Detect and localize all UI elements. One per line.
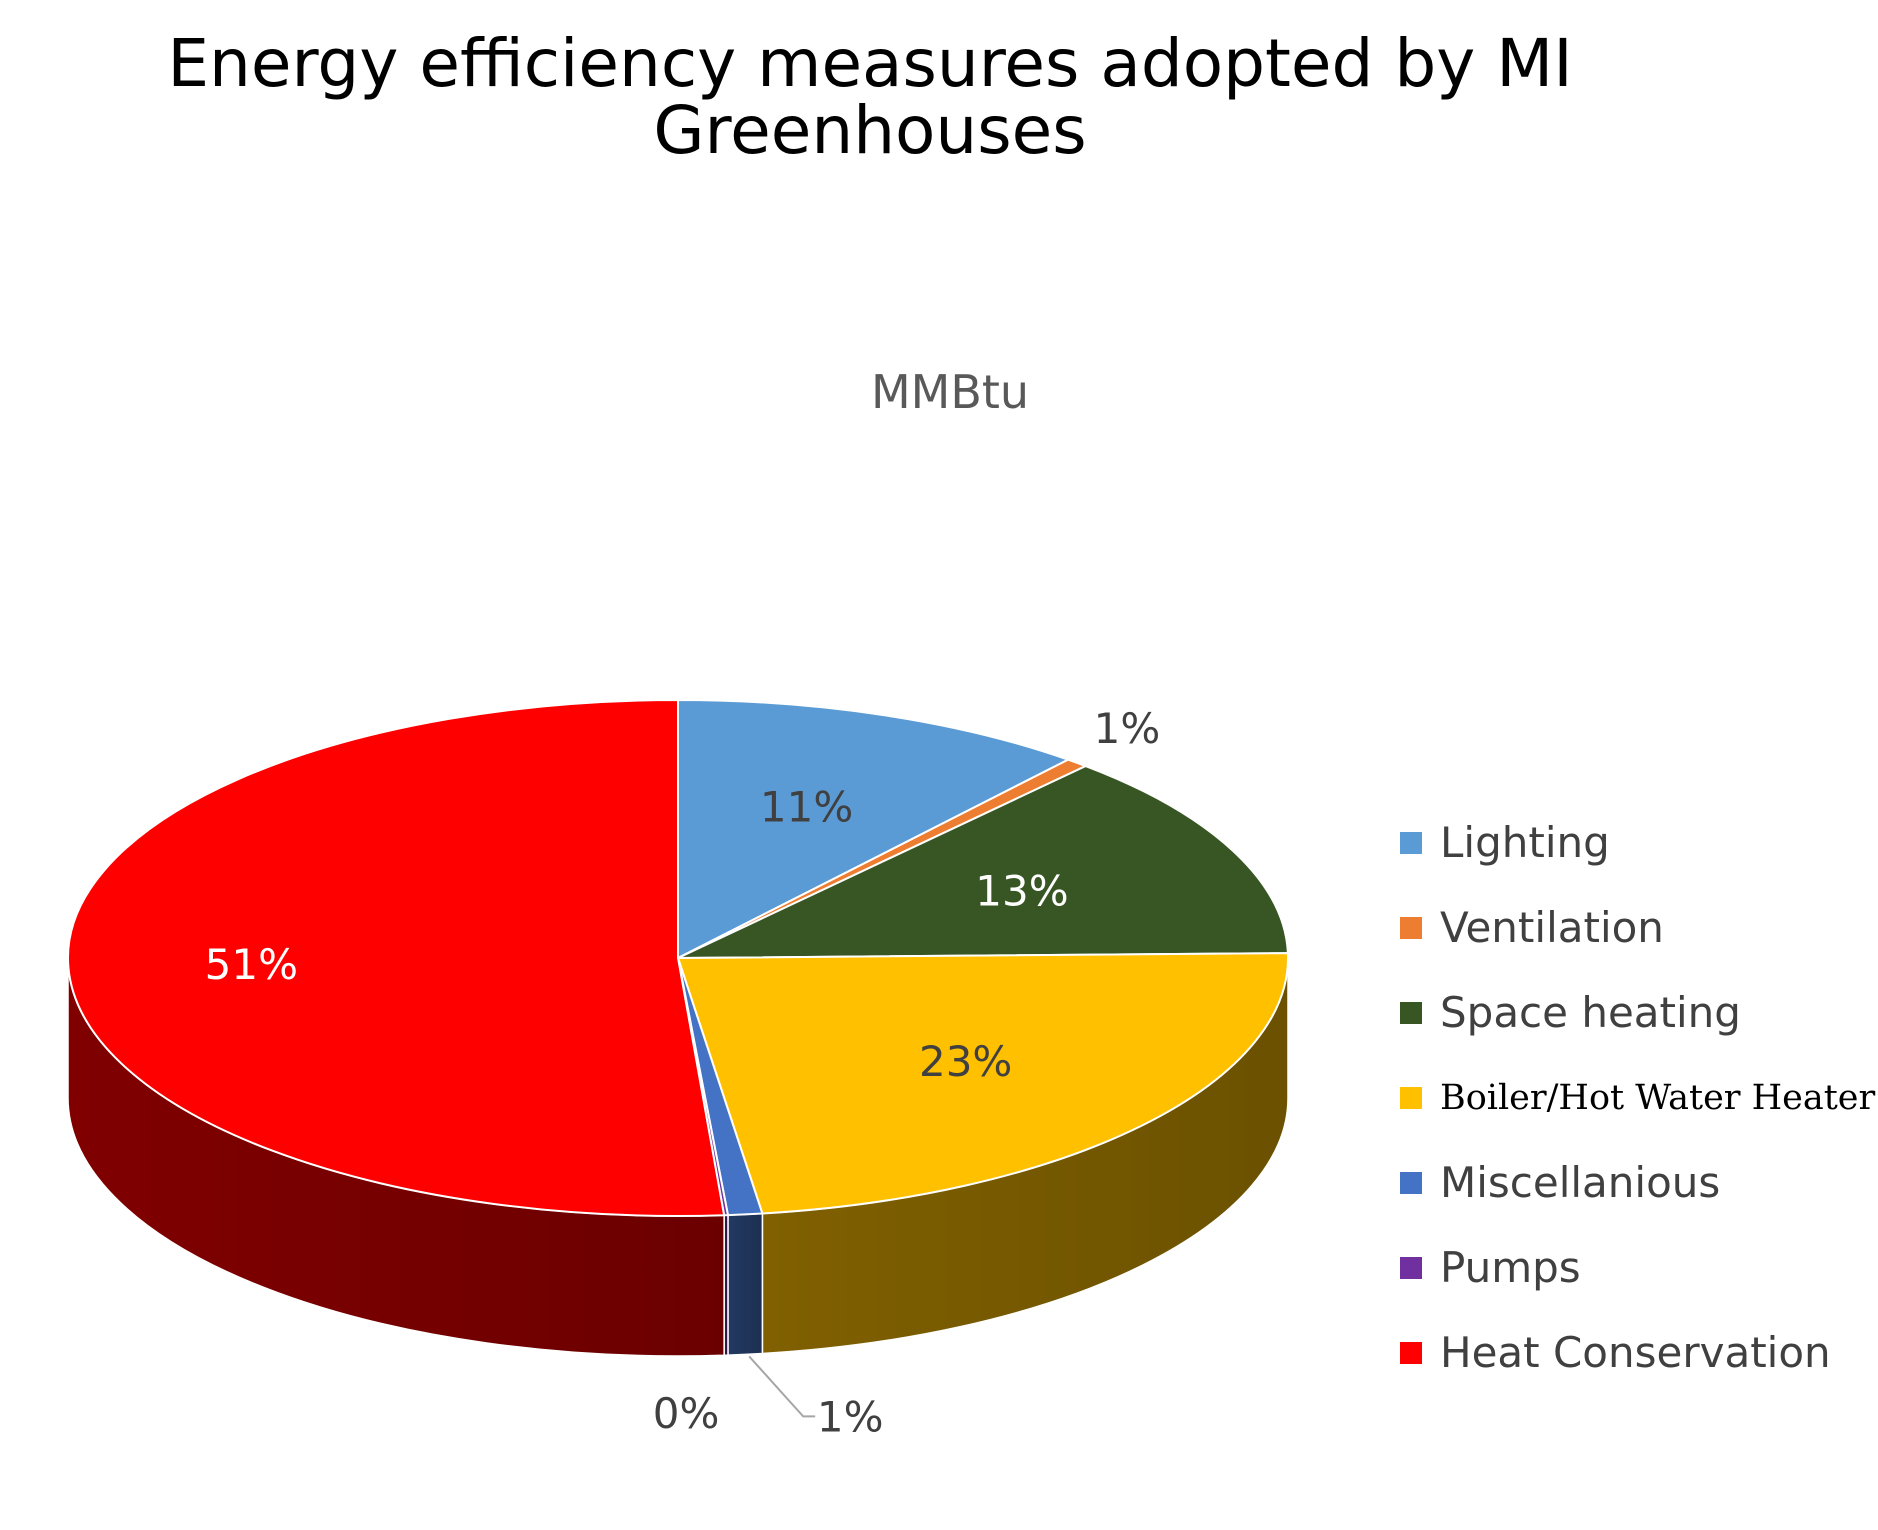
pie-slice-heat-conservation[interactable] xyxy=(66,698,726,1217)
legend-label-space-heating: Space heating xyxy=(1440,988,1741,1037)
legend-label-miscellanious: Miscellanious xyxy=(1440,1158,1721,1207)
pie-slice-space-heating[interactable] xyxy=(677,764,1289,959)
data-label-pumps: 0% xyxy=(653,1389,720,1438)
legend-item-space-heating[interactable]: Space heating xyxy=(1400,970,1870,1055)
chart-legend: Lighting Ventilation Space heating Boiler/H… xyxy=(1400,800,1875,1395)
chart-subtitle: MMBtu xyxy=(870,365,1030,419)
data-label-space-heating: 13% xyxy=(975,866,1068,915)
legend-label-boiler-hot-water-heater: Boiler/Hot Water Heater xyxy=(1440,1077,1876,1118)
legend-label-lighting: Lighting xyxy=(1440,818,1610,867)
chart-title-line-1: Energy efficiency measures adopted by MI xyxy=(167,25,1573,102)
data-label-ventilation: 1% xyxy=(1094,704,1161,753)
chart-title-line-2: Greenhouses xyxy=(653,92,1087,170)
legend-item-miscellanious[interactable]: Miscellanious xyxy=(1400,1140,1870,1225)
legend-swatch-pumps xyxy=(1400,1256,1422,1279)
pie-slice-boiler-hot-water-heater[interactable] xyxy=(676,952,1289,1215)
legend-swatch-heat-conservation xyxy=(1400,1341,1422,1364)
leader-line-miscellanious xyxy=(748,1355,816,1418)
legend-item-boiler-hot-water-heater[interactable]: Boiler/Hot Water Heater xyxy=(1400,1055,1875,1140)
pie-plot-area: 11% 1% 13% 23% 1% 0% 51% xyxy=(66,698,1289,1441)
legend-item-lighting[interactable]: Lighting xyxy=(1400,800,1870,885)
data-label-boiler-hot-water-heater: 23% xyxy=(919,1037,1012,1086)
data-label-miscellanious: 1% xyxy=(817,1392,884,1441)
chart-title: Energy efficiency measures adopted by MI… xyxy=(60,30,1680,165)
legend-label-heat-conservation: Heat Conservation xyxy=(1440,1328,1831,1377)
legend-label-pumps: Pumps xyxy=(1440,1243,1581,1292)
legend-label-ventilation: Ventilation xyxy=(1440,903,1664,952)
legend-item-ventilation[interactable]: Ventilation xyxy=(1400,885,1870,970)
data-label-heat-conservation: 51% xyxy=(205,940,298,989)
pie-side-miscellanious xyxy=(727,1212,764,1356)
legend-swatch-miscellanious xyxy=(1400,1171,1422,1194)
legend-swatch-lighting xyxy=(1400,831,1422,854)
legend-item-pumps[interactable]: Pumps xyxy=(1400,1225,1870,1310)
pie-slice-lighting[interactable] xyxy=(677,698,1071,960)
legend-swatch-space-heating xyxy=(1400,1001,1422,1024)
data-label-lighting: 11% xyxy=(760,783,853,832)
legend-swatch-boiler-hot-water-heater xyxy=(1400,1086,1422,1109)
legend-item-heat-conservation[interactable]: Heat Conservation xyxy=(1400,1310,1870,1395)
legend-swatch-ventilation xyxy=(1400,916,1422,939)
